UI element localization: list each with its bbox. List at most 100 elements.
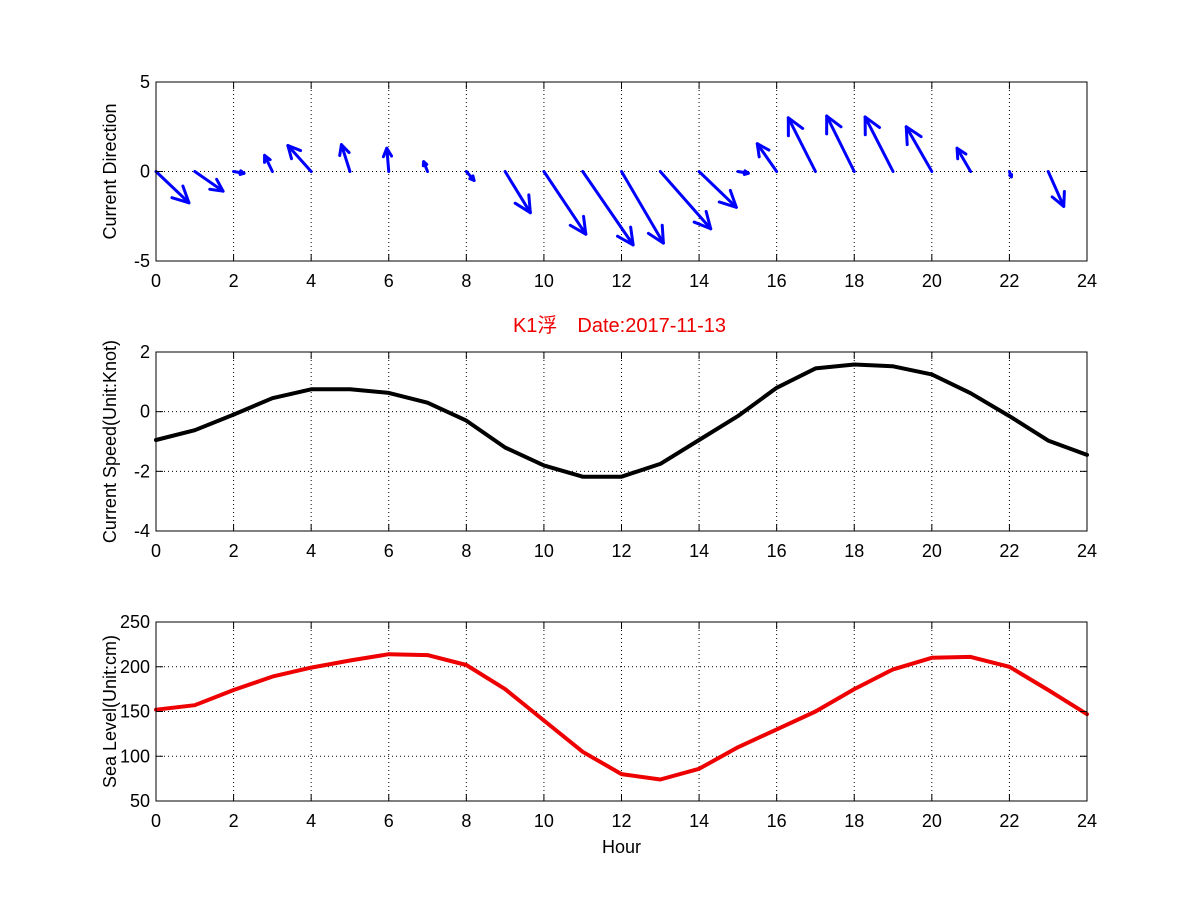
current-direction-arrow xyxy=(232,169,246,176)
current-direction-arrow-head xyxy=(863,115,882,137)
current-direction-arrow-shaft xyxy=(503,170,532,215)
current-direction-arrow-shaft xyxy=(385,146,391,173)
current-speed-x-tick-label: 18 xyxy=(844,541,864,561)
current-speed-y-axis-label: Current Speed(Unit:Knot) xyxy=(100,340,120,543)
current-direction-arrow-shaft xyxy=(658,170,713,231)
current-direction-y-tick-label: 0 xyxy=(140,162,150,182)
current-direction-arrow-head xyxy=(421,160,429,168)
current-direction-arrow-head xyxy=(338,143,351,158)
current-direction-arrow-head xyxy=(208,177,225,193)
sea-level-y-tick-label: 50 xyxy=(130,791,150,811)
current-direction-x-tick-label: 16 xyxy=(767,271,787,291)
current-direction-arrow-shaft xyxy=(286,144,313,173)
current-direction-arrow-shaft xyxy=(697,170,738,209)
current-direction-arrow xyxy=(658,170,713,231)
current-direction-arrow-shaft xyxy=(904,125,934,173)
current-direction-arrow xyxy=(542,170,588,236)
sea-level-x-tick-label: 12 xyxy=(611,811,631,831)
current-speed-x-tick-label: 2 xyxy=(229,541,239,561)
current-direction-x-tick-label: 0 xyxy=(151,271,161,291)
current-direction-x-tick-label: 4 xyxy=(306,271,316,291)
sea-level-y-tick-label: 200 xyxy=(120,657,150,677)
current-direction-arrow-head xyxy=(263,153,272,164)
current-direction-arrow-shaft xyxy=(786,116,817,173)
current-direction-arrow xyxy=(581,170,635,247)
current-speed-x-tick-label: 20 xyxy=(922,541,942,561)
current-direction-arrow xyxy=(1046,170,1066,208)
current-direction-arrow-head xyxy=(286,144,303,161)
current-speed-x-tick-label: 24 xyxy=(1077,541,1097,561)
current-direction-arrow xyxy=(154,170,191,205)
current-direction-arrow-head xyxy=(468,174,476,182)
current-speed-x-tick-label: 6 xyxy=(384,541,394,561)
current-speed-line xyxy=(154,362,1089,479)
current-direction-arrow xyxy=(1007,170,1014,179)
sea-level-y-tick-label: 100 xyxy=(120,746,150,766)
current-direction-arrow xyxy=(338,143,352,173)
current-direction-arrow-head xyxy=(955,146,968,161)
current-direction-x-tick-label: 6 xyxy=(384,271,394,291)
current-direction-arrow xyxy=(904,125,934,173)
current-direction-arrow-shaft xyxy=(1046,170,1066,208)
current-direction-x-tick-label: 22 xyxy=(999,271,1019,291)
current-direction-arrow xyxy=(697,170,738,209)
current-direction-arrow-head xyxy=(1008,173,1014,179)
sea-level-x-tick-label: 8 xyxy=(461,811,471,831)
current-direction-arrow-head xyxy=(692,209,713,231)
current-direction-panel: 0 2 4 6 8 10 12 14 16 18 20 22 24-505 Current Direct… xyxy=(100,72,1097,291)
current-direction-y-axis-label: Current Direction xyxy=(100,103,120,239)
current-direction-arrow-head xyxy=(381,146,394,159)
sea-level-line xyxy=(154,652,1089,782)
current-direction-ticks: 0 2 4 6 8 10 12 14 16 18 20 22 24-505 xyxy=(134,72,1097,291)
current-direction-arrow-head xyxy=(825,114,843,136)
current-speed-x-tick-label: 4 xyxy=(306,541,316,561)
current-speed-series xyxy=(154,362,1089,479)
sea-level-y-axis-label: Sea Level(Unit:cm) xyxy=(100,635,120,788)
current-direction-arrow-shaft xyxy=(339,143,352,173)
sea-level-x-tick-label: 14 xyxy=(689,811,709,831)
current-speed-ticks: 0 2 4 6 8 10 12 14 16 18 20 22 24-4-202 xyxy=(134,342,1097,561)
current-speed-x-tick-label: 16 xyxy=(767,541,787,561)
sea-level-x-tick-label: 24 xyxy=(1077,811,1097,831)
current-direction-arrow-head xyxy=(717,188,738,209)
current-direction-arrow-head xyxy=(568,214,588,236)
current-direction-arrow-head xyxy=(170,184,191,205)
current-direction-arrow-head xyxy=(513,193,532,215)
current-direction-x-tick-label: 20 xyxy=(922,271,942,291)
sea-level-series xyxy=(154,652,1089,782)
current-direction-arrow xyxy=(263,153,274,173)
sea-level-y-tick-label: 250 xyxy=(120,612,150,632)
current-direction-x-tick-label: 10 xyxy=(534,271,554,291)
current-speed-y-tick-label: 0 xyxy=(140,402,150,422)
sea-level-y-tick-label: 150 xyxy=(120,702,150,722)
current-direction-arrow xyxy=(464,170,476,182)
current-direction-arrow-shaft xyxy=(193,170,225,193)
current-direction-arrow-head xyxy=(615,225,635,247)
current-direction-x-tick-label: 12 xyxy=(611,271,631,291)
current-direction-y-tick-label: 5 xyxy=(140,72,150,92)
current-direction-arrow xyxy=(381,146,394,173)
current-direction-y-tick-label: -5 xyxy=(134,251,150,271)
current-direction-arrow xyxy=(193,170,225,193)
current-speed-y-tick-label: -2 xyxy=(134,461,150,481)
sea-level-x-tick-label: 18 xyxy=(844,811,864,831)
current-direction-arrow xyxy=(503,170,532,215)
current-speed-y-tick-label: -4 xyxy=(134,521,150,541)
current-direction-arrow-head xyxy=(646,223,665,245)
current-direction-x-tick-label: 18 xyxy=(844,271,864,291)
current-direction-arrow xyxy=(620,170,665,245)
sea-level-x-tick-label: 20 xyxy=(922,811,942,831)
sea-level-x-tick-label: 2 xyxy=(229,811,239,831)
current-direction-arrow xyxy=(286,144,313,173)
current-direction-arrow-shaft xyxy=(542,170,588,236)
sea-level-x-tick-label: 10 xyxy=(534,811,554,831)
current-speed-y-tick-label: 2 xyxy=(140,342,150,362)
current-speed-x-tick-label: 14 xyxy=(689,541,709,561)
current-direction-arrow-head xyxy=(786,116,805,138)
current-direction-arrow-shaft xyxy=(955,146,973,173)
current-direction-arrow-head xyxy=(238,169,246,176)
